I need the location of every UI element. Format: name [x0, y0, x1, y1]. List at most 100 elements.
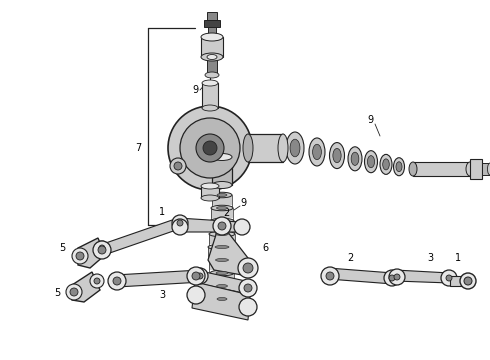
Bar	[210, 273, 234, 283]
Text: 5: 5	[59, 243, 65, 253]
Bar	[207, 12, 217, 20]
Text: 2: 2	[347, 253, 353, 263]
Ellipse shape	[313, 144, 321, 160]
Circle shape	[93, 241, 111, 259]
Circle shape	[197, 273, 203, 279]
Text: 3: 3	[159, 290, 165, 300]
Ellipse shape	[329, 143, 344, 168]
Bar	[207, 57, 217, 75]
Ellipse shape	[365, 151, 377, 173]
Ellipse shape	[333, 148, 341, 163]
Circle shape	[192, 272, 200, 280]
Ellipse shape	[286, 132, 304, 164]
Circle shape	[90, 274, 104, 288]
Ellipse shape	[216, 271, 228, 274]
Ellipse shape	[215, 246, 229, 248]
Bar	[209, 234, 235, 244]
Bar	[209, 260, 235, 270]
Ellipse shape	[211, 205, 233, 211]
Text: 8: 8	[177, 163, 183, 173]
Circle shape	[196, 134, 224, 162]
Circle shape	[98, 246, 106, 254]
Bar	[413, 162, 470, 176]
Ellipse shape	[201, 195, 219, 201]
Ellipse shape	[211, 283, 233, 289]
Bar	[201, 37, 223, 57]
Polygon shape	[192, 270, 250, 294]
Bar	[202, 83, 218, 108]
Circle shape	[66, 284, 82, 300]
Circle shape	[326, 272, 334, 280]
Ellipse shape	[202, 80, 218, 86]
Ellipse shape	[212, 192, 232, 198]
Polygon shape	[208, 222, 255, 275]
Text: 3: 3	[427, 253, 433, 263]
Bar	[470, 159, 482, 179]
Ellipse shape	[201, 33, 223, 41]
Text: 9: 9	[367, 115, 373, 125]
Ellipse shape	[278, 134, 288, 162]
Ellipse shape	[210, 270, 234, 276]
Circle shape	[172, 215, 188, 231]
Circle shape	[238, 258, 258, 278]
Circle shape	[213, 217, 231, 235]
Circle shape	[187, 286, 205, 304]
Ellipse shape	[217, 284, 227, 288]
Ellipse shape	[368, 156, 374, 168]
Circle shape	[187, 267, 205, 285]
Ellipse shape	[466, 162, 474, 176]
Ellipse shape	[217, 194, 227, 197]
Bar	[204, 20, 220, 27]
Ellipse shape	[309, 138, 325, 166]
Ellipse shape	[201, 183, 219, 189]
Ellipse shape	[290, 139, 300, 157]
Ellipse shape	[380, 154, 392, 174]
Bar	[211, 208, 233, 218]
Circle shape	[99, 245, 105, 251]
Ellipse shape	[212, 153, 232, 161]
Circle shape	[244, 284, 252, 292]
Circle shape	[464, 277, 472, 285]
Ellipse shape	[201, 53, 223, 61]
Bar	[482, 163, 490, 175]
Ellipse shape	[383, 159, 389, 170]
Circle shape	[174, 162, 182, 170]
Circle shape	[76, 252, 84, 260]
Text: 9: 9	[192, 85, 198, 95]
Ellipse shape	[212, 296, 232, 302]
Circle shape	[460, 273, 476, 289]
Circle shape	[108, 272, 126, 290]
Bar	[210, 221, 234, 231]
Ellipse shape	[217, 297, 227, 301]
Text: 4: 4	[229, 301, 235, 311]
Circle shape	[218, 222, 226, 230]
Polygon shape	[192, 282, 250, 320]
Bar	[208, 247, 236, 257]
Circle shape	[384, 270, 400, 286]
Circle shape	[234, 219, 250, 235]
Circle shape	[441, 270, 457, 286]
Circle shape	[446, 275, 452, 281]
Text: 1: 1	[455, 253, 461, 263]
Bar	[450, 276, 464, 286]
Ellipse shape	[243, 134, 253, 162]
Ellipse shape	[216, 220, 228, 222]
Polygon shape	[178, 218, 240, 232]
Circle shape	[95, 241, 109, 255]
Polygon shape	[328, 268, 393, 284]
Bar	[211, 286, 233, 296]
Ellipse shape	[217, 207, 227, 210]
Circle shape	[389, 269, 405, 285]
Circle shape	[389, 275, 395, 281]
Circle shape	[239, 279, 257, 297]
Ellipse shape	[409, 162, 417, 176]
Ellipse shape	[205, 72, 219, 78]
Ellipse shape	[212, 181, 232, 189]
Circle shape	[113, 277, 121, 285]
Bar	[212, 157, 232, 185]
Circle shape	[177, 220, 183, 226]
Bar	[208, 27, 216, 37]
Ellipse shape	[207, 54, 217, 59]
Ellipse shape	[216, 258, 228, 261]
Text: 5: 5	[54, 288, 60, 298]
